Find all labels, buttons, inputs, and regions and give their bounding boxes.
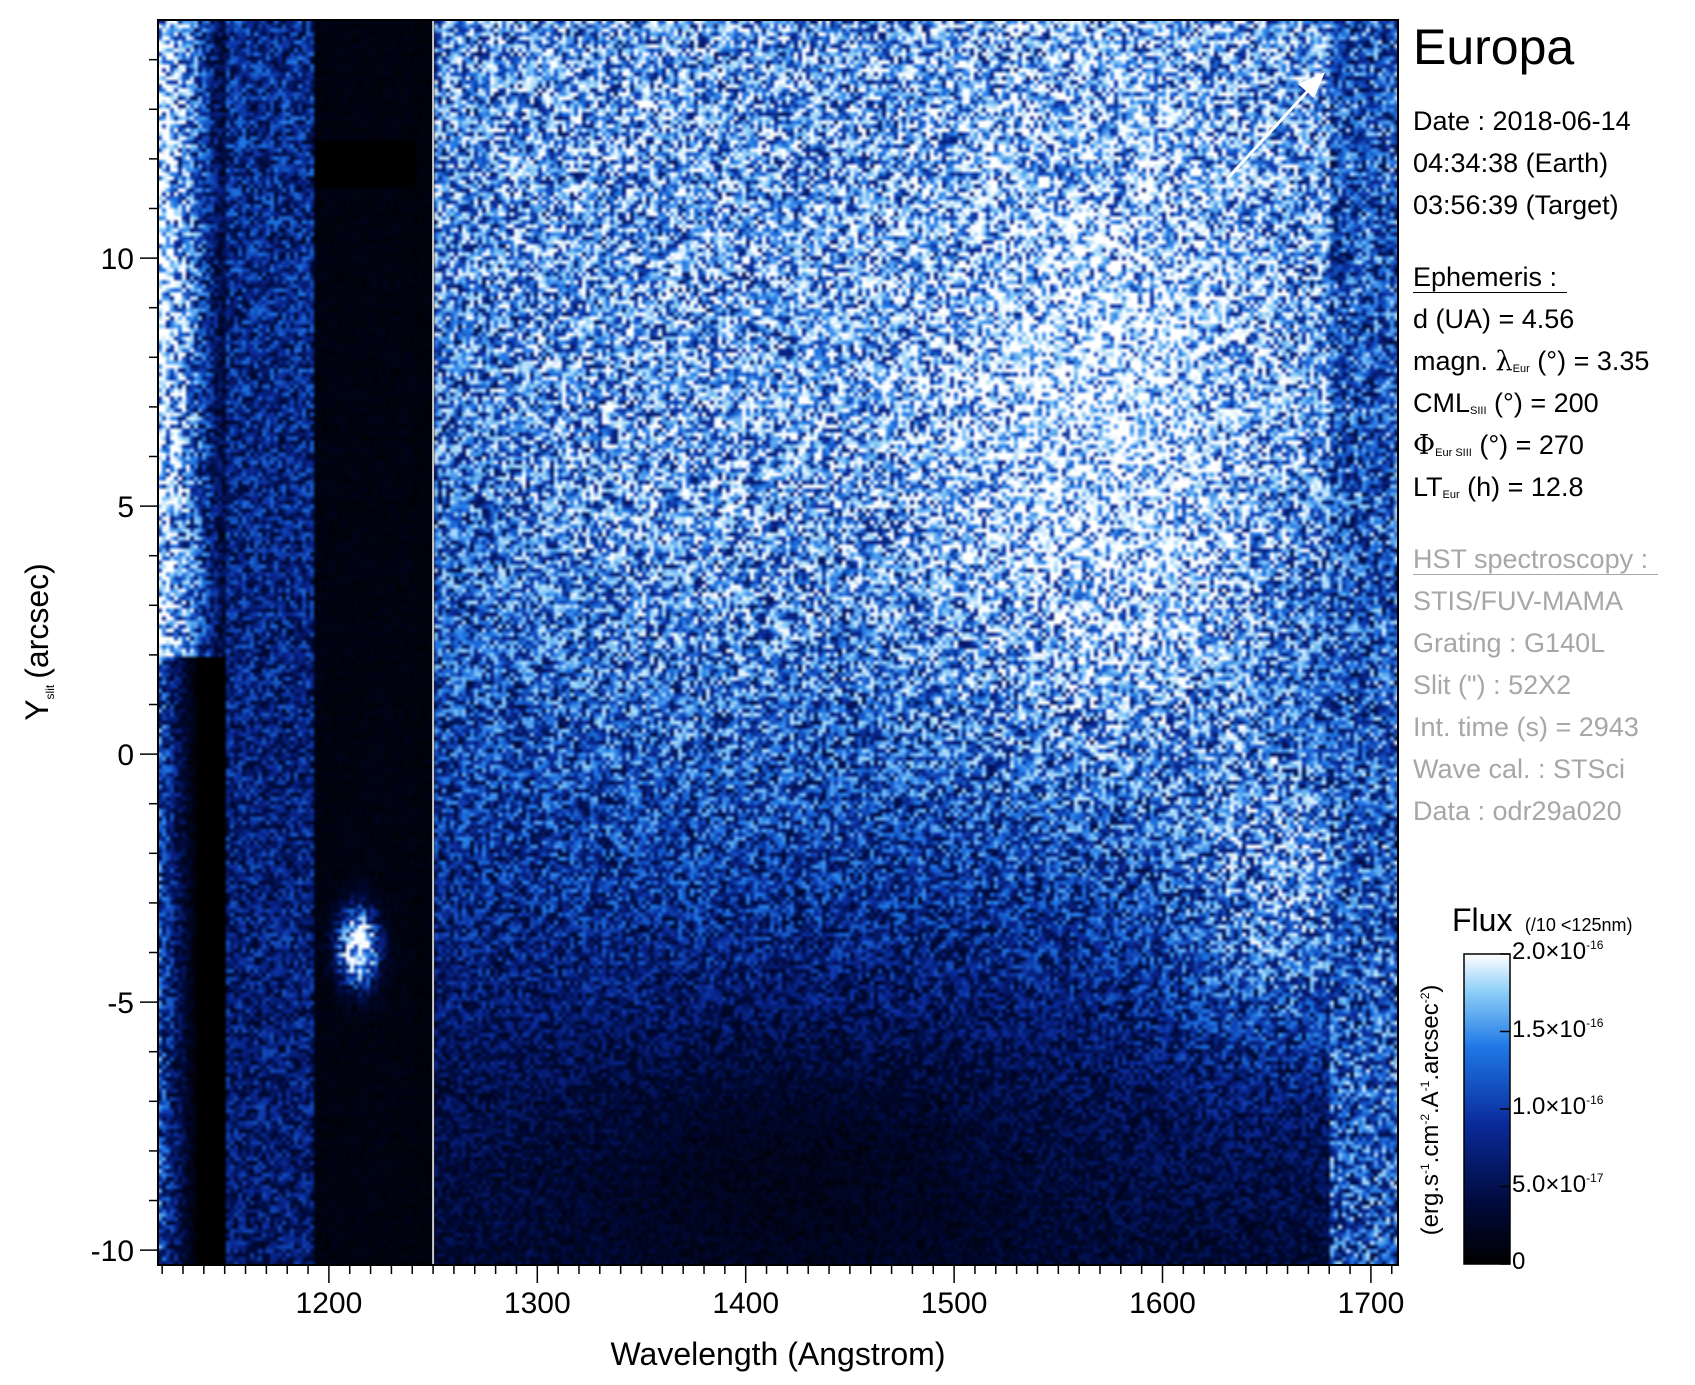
- date-line: Date : 2018-06-14: [1413, 106, 1631, 136]
- y-tick-label: 5: [117, 491, 134, 524]
- instrument-line: STIS/FUV-MAMA: [1413, 586, 1624, 616]
- colorbar-tick-label: 5.0×10-17: [1512, 1170, 1604, 1198]
- x-tick-label: 1400: [712, 1287, 779, 1320]
- y-tick-label: -10: [91, 1235, 134, 1268]
- x-tick-label: 1300: [504, 1287, 571, 1320]
- target-time: 03:56:39 (Target): [1413, 190, 1619, 220]
- local-time-line: LTEur (h) = 12.8: [1413, 472, 1584, 502]
- y-tick-label: 0: [117, 739, 134, 772]
- data-id-line: Data : odr29a020: [1413, 796, 1622, 826]
- x-tick-label: 1700: [1338, 1287, 1405, 1320]
- heatmap-image: [158, 20, 1398, 1265]
- orientation-arrow: [1226, 80, 1318, 180]
- colorbar-tick-label: 0: [1512, 1248, 1526, 1275]
- colorbar-tick-label: 1.0×10-16: [1512, 1093, 1604, 1120]
- y-axis-label: Yslit(arcsec): [19, 563, 57, 721]
- x-tick-label: 1500: [921, 1287, 988, 1320]
- colorbar-title: Flux (/10 <125nm): [1452, 902, 1633, 938]
- x-axis-ticks: 1200 1300 1400 1500 1600 1700: [161, 1265, 1405, 1320]
- orientation-arrow-head: [1298, 72, 1325, 98]
- svg-text:(erg.s-1.cm-2.A-1.arcsec-2): (erg.s-1.cm-2.A-1.arcsec-2): [1417, 985, 1444, 1236]
- magn-latitude-line: magn. λEur (°) = 3.35: [1413, 346, 1650, 377]
- x-tick-label: 1200: [296, 1287, 363, 1320]
- colorbar-tick-label: 1.5×10-16: [1512, 1015, 1604, 1043]
- y-tick-label: 10: [101, 243, 134, 276]
- wave-cal-line: Wave cal. : STSci: [1413, 754, 1626, 784]
- x-axis-label: Wavelength (Angstrom): [611, 1336, 946, 1372]
- int-time-line: Int. time (s) = 2943: [1413, 712, 1639, 742]
- grating-line: Grating : G140L: [1413, 628, 1606, 658]
- svg-text:Yslit(arcsec): Yslit(arcsec): [19, 563, 57, 721]
- earth-time: 04:34:38 (Earth): [1413, 148, 1609, 178]
- y-tick-label: -5: [107, 987, 134, 1020]
- x-tick-label: 1600: [1129, 1287, 1196, 1320]
- hst-heading: HST spectroscopy :: [1413, 538, 1659, 580]
- colorbar-ticks: [1500, 953, 1510, 1265]
- chart-title: Europa: [1413, 19, 1575, 75]
- colorbar-unit-label: (erg.s-1.cm-2.A-1.arcsec-2): [1417, 985, 1444, 1236]
- slit-line: Slit (") : 52X2: [1413, 670, 1572, 700]
- distance-line: d (UA) = 4.56: [1413, 304, 1575, 334]
- y-axis-ticks: -10 -5 0 5 10: [91, 58, 158, 1268]
- colorbar-tick-label: 2.0×10-16: [1512, 938, 1604, 965]
- ephemeris-heading: Ephemeris :: [1413, 256, 1568, 298]
- cml-line: CMLSIII (°) = 200: [1413, 388, 1599, 418]
- phi-line: ΦEur SIII (°) = 270: [1413, 430, 1584, 461]
- plot-frame: [157, 19, 1399, 1266]
